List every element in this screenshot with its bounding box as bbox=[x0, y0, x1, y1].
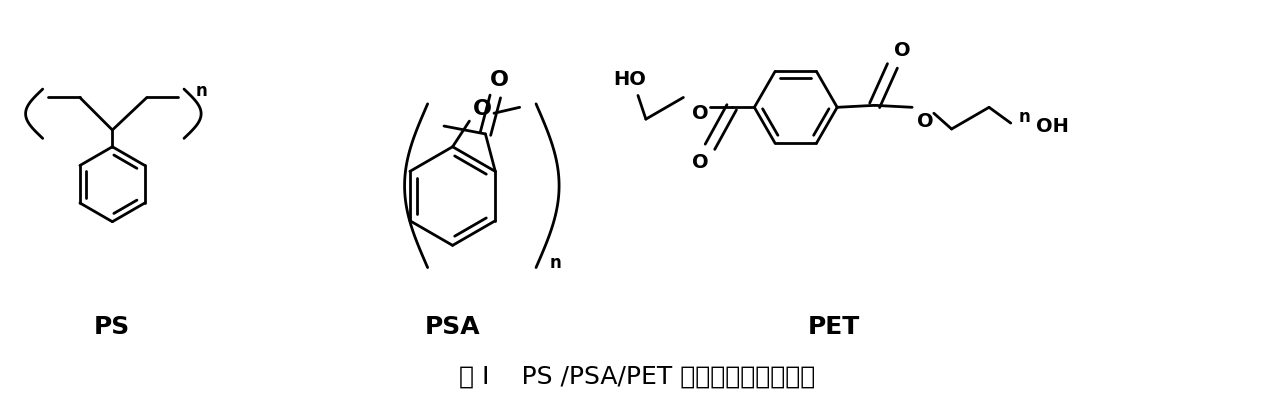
Text: PS: PS bbox=[94, 315, 130, 339]
Text: PET: PET bbox=[808, 315, 860, 339]
Text: HO: HO bbox=[613, 70, 646, 89]
Text: O: O bbox=[692, 153, 708, 172]
Text: n: n bbox=[195, 81, 206, 99]
Text: 式 I    PS /PSA/PET 的材料骨架化学结构: 式 I PS /PSA/PET 的材料骨架化学结构 bbox=[459, 365, 815, 389]
Text: O: O bbox=[894, 41, 911, 60]
Text: O: O bbox=[489, 70, 508, 90]
Text: OH: OH bbox=[1036, 117, 1069, 136]
Text: n: n bbox=[549, 253, 561, 271]
Text: O: O bbox=[916, 111, 934, 131]
Text: O: O bbox=[692, 104, 708, 123]
Text: O: O bbox=[473, 99, 492, 119]
Text: n: n bbox=[1019, 108, 1031, 126]
Text: PSA: PSA bbox=[424, 315, 480, 339]
